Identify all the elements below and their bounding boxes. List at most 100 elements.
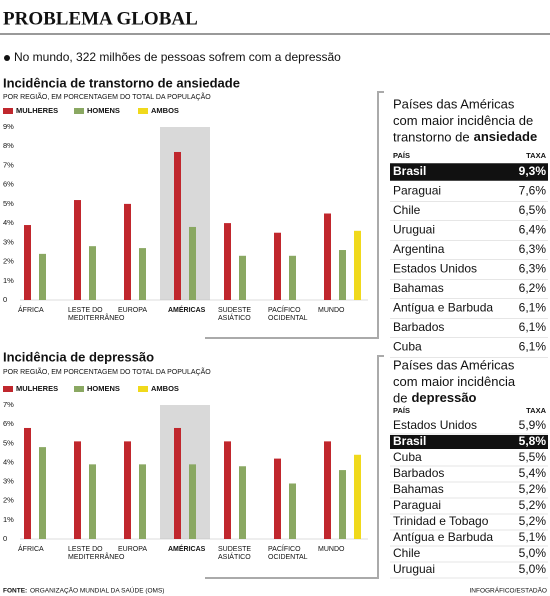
x-tick-label: AMÉRICAS xyxy=(168,305,206,314)
country: Chile xyxy=(393,203,421,217)
legend-swatch xyxy=(74,386,84,392)
country: Estados Unidos xyxy=(393,262,477,276)
y-tick-label: 2% xyxy=(3,257,14,266)
y-tick-label: 2% xyxy=(3,496,14,505)
rate: 6,3% xyxy=(519,242,547,256)
x-tick-label: AMÉRICAS xyxy=(168,544,206,553)
bar xyxy=(224,223,231,300)
x-tick-label: ÁFRICA xyxy=(18,544,44,553)
bar xyxy=(289,483,296,539)
table-title: Países das Américas xyxy=(393,96,515,111)
rate: 5,4% xyxy=(519,466,547,480)
x-tick-label: EUROPA xyxy=(118,307,147,314)
country: Antígua e Barbuda xyxy=(393,301,493,315)
connector xyxy=(205,355,384,579)
bar xyxy=(354,454,361,539)
y-tick-label: 7% xyxy=(3,160,14,169)
bar xyxy=(324,441,331,539)
bar xyxy=(24,427,31,539)
column-header: TAXA xyxy=(526,406,546,415)
bar xyxy=(139,248,146,300)
x-tick-label: LESTE DO MEDITERRÂNEO xyxy=(68,307,125,322)
rate: 5,0% xyxy=(519,546,547,560)
y-tick-label: 0 xyxy=(3,534,7,543)
bar xyxy=(274,458,281,539)
bar xyxy=(174,427,181,539)
bar xyxy=(24,225,31,300)
chart-subtitle: POR REGIÃO, EM PORCENTAGEM DO TOTAL DA P… xyxy=(3,92,211,101)
chart-subtitle: POR REGIÃO, EM PORCENTAGEM DO TOTAL DA P… xyxy=(3,367,211,376)
country: Cuba xyxy=(393,450,422,464)
table-title: de depressão xyxy=(393,390,477,405)
x-tick-label: PACÍFICO OCIDENTAL xyxy=(268,305,308,322)
rate: 5,5% xyxy=(519,450,547,464)
highlight-band xyxy=(160,405,210,539)
column-header: PAÍS xyxy=(393,151,410,160)
rate: 5,9% xyxy=(519,418,547,432)
bullet xyxy=(4,55,10,61)
rate: 5,2% xyxy=(519,514,547,528)
bar xyxy=(39,447,46,539)
x-tick-label: SUDESTE ASIÁTICO xyxy=(218,307,251,322)
country: Cuba xyxy=(393,340,422,354)
highlight-row xyxy=(390,163,548,181)
bar xyxy=(239,466,246,539)
chart-title: Incidência de depressão xyxy=(3,349,154,364)
country: Estados Unidos xyxy=(393,418,477,432)
bar xyxy=(74,200,81,300)
rate: 6,1% xyxy=(519,301,547,315)
bar xyxy=(174,151,181,300)
y-tick-label: 3% xyxy=(3,477,14,486)
bar xyxy=(239,255,246,300)
y-tick-label: 3% xyxy=(3,237,14,246)
rate: 6,1% xyxy=(519,340,547,354)
rate: 5,2% xyxy=(519,498,547,512)
rate: 5,0% xyxy=(519,562,547,576)
legend-label: HOMENS xyxy=(87,384,120,393)
connector xyxy=(205,91,384,339)
bar xyxy=(189,226,196,300)
y-tick-label: 7% xyxy=(3,400,14,409)
legend-label: AMBOS xyxy=(151,106,179,115)
legend-label: MULHERES xyxy=(16,384,58,393)
y-tick-label: 4% xyxy=(3,457,14,466)
country: Brasil xyxy=(393,434,426,448)
legend-label: MULHERES xyxy=(16,106,58,115)
bar xyxy=(339,250,346,300)
table-title-emphasis: ansiedade xyxy=(474,129,538,144)
bar xyxy=(189,464,196,539)
rate: 5,1% xyxy=(519,530,547,544)
x-tick-label: EUROPA xyxy=(118,546,147,553)
country: Uruguai xyxy=(393,223,435,237)
table-title: transtorno de ansiedade xyxy=(393,129,537,144)
column-header: TAXA xyxy=(526,151,546,160)
country: Paraguai xyxy=(393,498,441,512)
country: Uruguai xyxy=(393,562,435,576)
bar xyxy=(274,232,281,300)
bar xyxy=(39,253,46,300)
bar xyxy=(89,246,96,300)
bar xyxy=(224,441,231,539)
y-tick-label: 5% xyxy=(3,438,14,447)
legend-label: AMBOS xyxy=(151,384,179,393)
bar xyxy=(124,203,131,300)
country: Chile xyxy=(393,546,421,560)
country: Paraguai xyxy=(393,184,441,198)
x-tick-label: ÁFRICA xyxy=(18,305,44,314)
country: Bahamas xyxy=(393,281,444,295)
y-tick-label: 5% xyxy=(3,199,14,208)
country: Bahamas xyxy=(393,482,444,496)
rate: 6,2% xyxy=(519,281,547,295)
column-header: PAÍS xyxy=(393,406,410,415)
legend-swatch xyxy=(3,108,13,114)
rate: 7,6% xyxy=(519,184,547,198)
summary: No mundo, 322 milhões de pessoas sofrem … xyxy=(14,50,341,64)
y-tick-label: 1% xyxy=(3,276,14,285)
legend-swatch xyxy=(3,386,13,392)
rate: 9,3% xyxy=(519,164,547,178)
country: Barbados xyxy=(393,466,444,480)
legend-swatch xyxy=(138,386,148,392)
legend-label: HOMENS xyxy=(87,106,120,115)
bar xyxy=(124,441,131,539)
